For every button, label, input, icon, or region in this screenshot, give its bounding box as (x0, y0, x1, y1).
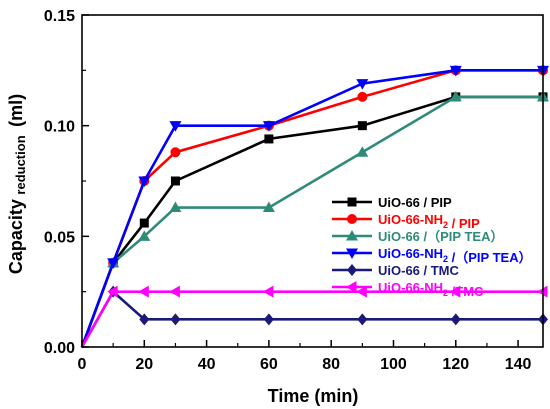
series-line (80, 95, 543, 348)
legend-entry: UiO-66-NH2 /TMC (332, 280, 484, 299)
x-tick-label: 120 (442, 356, 469, 373)
data-point (356, 285, 367, 298)
x-tick-label: 20 (135, 356, 153, 373)
legend-marker (347, 214, 357, 224)
data-point (450, 313, 461, 326)
x-tick-label: 100 (380, 356, 407, 373)
legend-entry: UiO-66-NH2 / PIP (332, 212, 480, 231)
series-4 (80, 65, 549, 348)
legend-label-subscript: 2 (443, 254, 448, 264)
data-point (170, 313, 181, 326)
data-point (169, 121, 182, 132)
y-tick-label: 0.05 (44, 229, 75, 246)
legend-entry: UiO-66-NH2 /（PIP TEA） (332, 246, 532, 265)
data-point (107, 285, 118, 298)
legend-label-part: UiO-66-NH (378, 212, 443, 227)
legend-label: UiO-66 / TMC (378, 263, 460, 278)
data-point (449, 90, 462, 102)
series-line (80, 289, 543, 348)
series-2 (80, 65, 548, 348)
legend-label: UiO-66-NH2 /（PIP TEA） (378, 246, 532, 265)
y-axis-label-unit: (ml) (6, 94, 26, 127)
legend-label: UiO-66-NH2 / PIP (378, 212, 480, 231)
y-tick-label: 0.10 (44, 119, 75, 136)
legend-entry: UiO-66 / TMC (332, 263, 460, 278)
legend-label-subscript: 2 (443, 288, 448, 298)
legend-marker (347, 264, 357, 276)
legend-entry: UiO-66 / PIP (332, 195, 452, 210)
data-point (262, 121, 275, 132)
legend-label: UiO-66-NH2 /TMC (378, 280, 484, 299)
data-point (139, 218, 149, 228)
data-point (449, 285, 461, 298)
legend-label: UiO-66 / PIP (378, 195, 452, 210)
data-point (170, 176, 180, 186)
data-point (449, 65, 462, 77)
legend-marker (347, 197, 357, 207)
data-point (138, 176, 151, 187)
y-axis-label-main: Capacity (6, 199, 26, 274)
legend-label-part: UiO-66 / PIP (378, 195, 452, 210)
x-tick-label: 0 (78, 356, 87, 373)
data-point (264, 134, 274, 144)
legend-label-part: UiO-66-NH (378, 246, 443, 261)
legend-entry: UiO-66 /（PIP TEA） (332, 229, 503, 244)
data-point (169, 285, 180, 298)
chart-axes: 0 20 40 60 80 100 120 140 0.00 0.05 0.10 0.15 (44, 8, 544, 373)
legend-label-part: /TMC (448, 284, 484, 299)
legend-label-part: UiO-66-NH (378, 280, 443, 295)
legend-label-part: UiO-66 / TMC (378, 263, 460, 278)
legend-label: UiO-66 /（PIP TEA） (378, 229, 503, 244)
x-tick-label: 60 (260, 356, 278, 373)
data-point (170, 147, 181, 158)
legend-marker (346, 230, 358, 241)
legend-marker (346, 248, 358, 259)
data-point (357, 313, 368, 326)
data-point (138, 230, 151, 241)
data-point (356, 79, 369, 90)
data-point (139, 313, 150, 326)
data-point (356, 146, 369, 157)
legend-label-part: /（PIP TEA） (448, 250, 532, 265)
x-tick-label: 80 (322, 356, 340, 373)
data-point (169, 201, 182, 213)
y-tick-label: 0.15 (44, 8, 75, 25)
legend-label-part: UiO-66 /（PIP TEA） (378, 229, 503, 244)
series-line (80, 69, 543, 348)
legend-label-part: / PIP (448, 216, 480, 231)
x-tick-label: 40 (198, 356, 216, 373)
y-tick-label: 0.00 (44, 340, 75, 357)
data-point (357, 91, 368, 102)
data-point (138, 285, 149, 298)
data-point (262, 201, 275, 213)
x-axis-label: Time (min) (268, 386, 359, 406)
legend-label-subscript: 2 (443, 220, 448, 230)
chart-marks (80, 65, 549, 348)
data-point (262, 285, 274, 298)
y-axis-label-sub: reduction (13, 135, 28, 194)
data-point (107, 258, 120, 269)
y-axis-label: Capacity reduction (ml) (6, 94, 29, 274)
data-point (357, 121, 367, 131)
data-point (263, 313, 274, 326)
x-tick-label: 140 (505, 356, 532, 373)
series-line (80, 290, 543, 348)
series-line (80, 69, 543, 348)
legend-marker (346, 281, 357, 293)
